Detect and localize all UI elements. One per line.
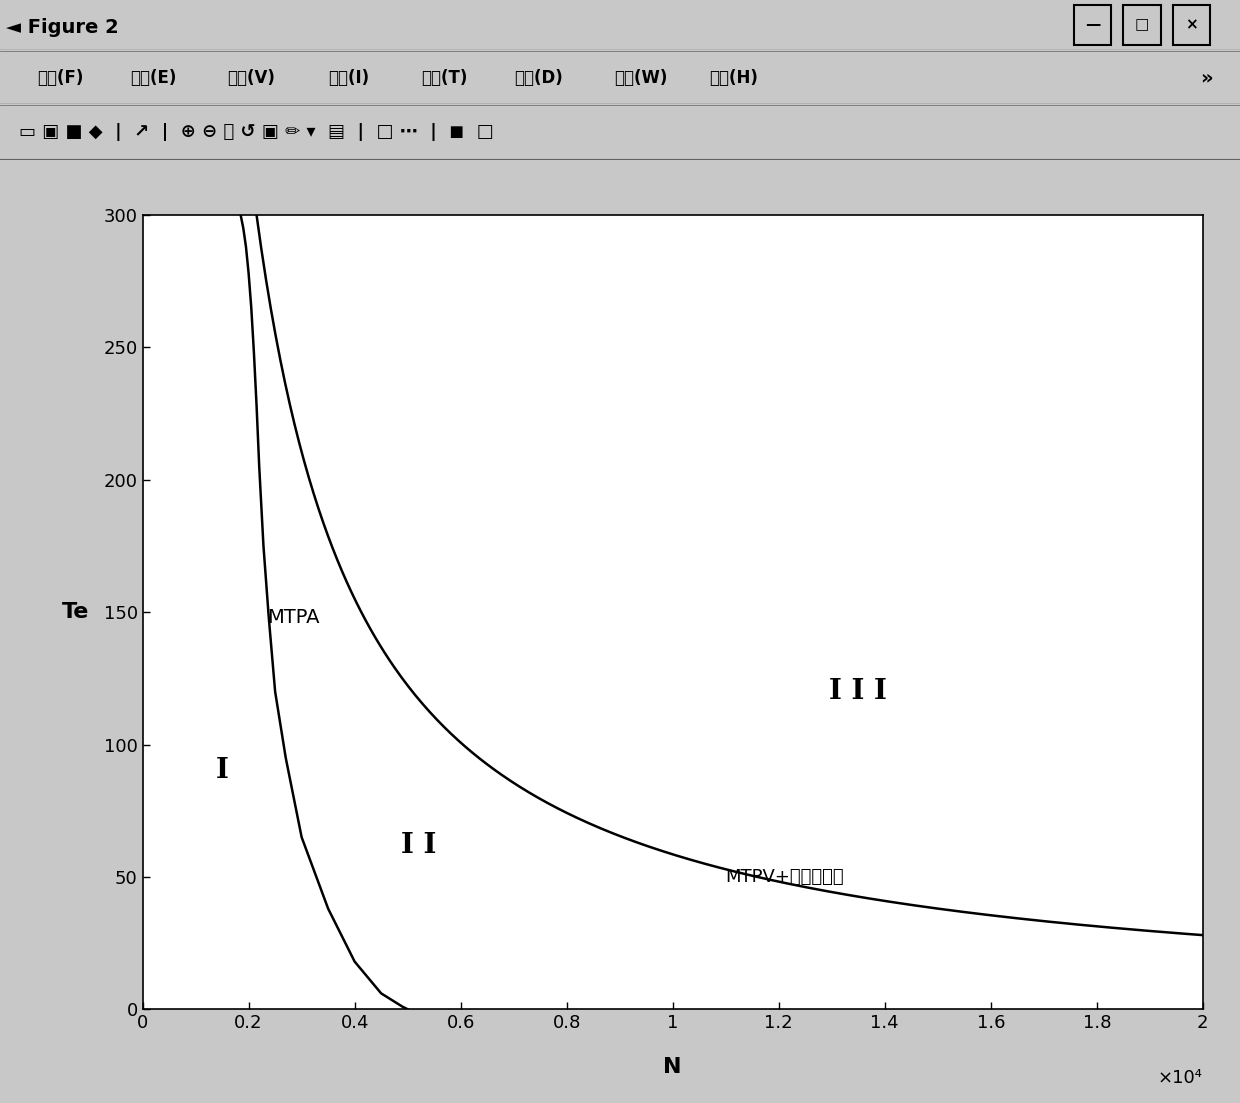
Text: I I: I I — [401, 832, 436, 858]
Text: 插入(I): 插入(I) — [329, 69, 370, 87]
Text: 窗口(W): 窗口(W) — [614, 69, 667, 87]
Text: ×10⁴: ×10⁴ — [1158, 1069, 1203, 1086]
Text: 帮助(H): 帮助(H) — [709, 69, 758, 87]
Bar — [1173, 4, 1210, 44]
Text: I: I — [216, 758, 228, 784]
Text: I I I: I I I — [830, 678, 887, 705]
Y-axis label: Te: Te — [62, 602, 89, 622]
Text: ×: × — [1185, 18, 1198, 32]
Text: MTPV+电流极限圆: MTPV+电流极限圆 — [725, 868, 844, 886]
Text: 桌面(D): 桌面(D) — [515, 69, 563, 87]
Text: MTPA: MTPA — [267, 608, 320, 627]
Text: ▭ ▣ ■ ◆  |  ↗  |  ⊕ ⊖ ✋ ↺ ▣ ✏ ▾  ▤  |  □ ⋯  |  ◼  □: ▭ ▣ ■ ◆ | ↗ | ⊕ ⊖ ✋ ↺ ▣ ✏ ▾ ▤ | □ ⋯ | ◼ … — [19, 124, 494, 141]
Text: »: » — [1200, 68, 1213, 88]
X-axis label: N: N — [663, 1057, 682, 1078]
Text: 文件(F): 文件(F) — [37, 69, 83, 87]
Text: 工具(T): 工具(T) — [422, 69, 467, 87]
Text: —: — — [1085, 18, 1100, 32]
Bar — [1123, 4, 1161, 44]
Text: 查看(V): 查看(V) — [227, 69, 275, 87]
Bar — [1074, 4, 1111, 44]
Text: ◄ Figure 2: ◄ Figure 2 — [6, 18, 119, 36]
Text: 编辑(E): 编辑(E) — [130, 69, 176, 87]
Text: □: □ — [1135, 18, 1149, 32]
